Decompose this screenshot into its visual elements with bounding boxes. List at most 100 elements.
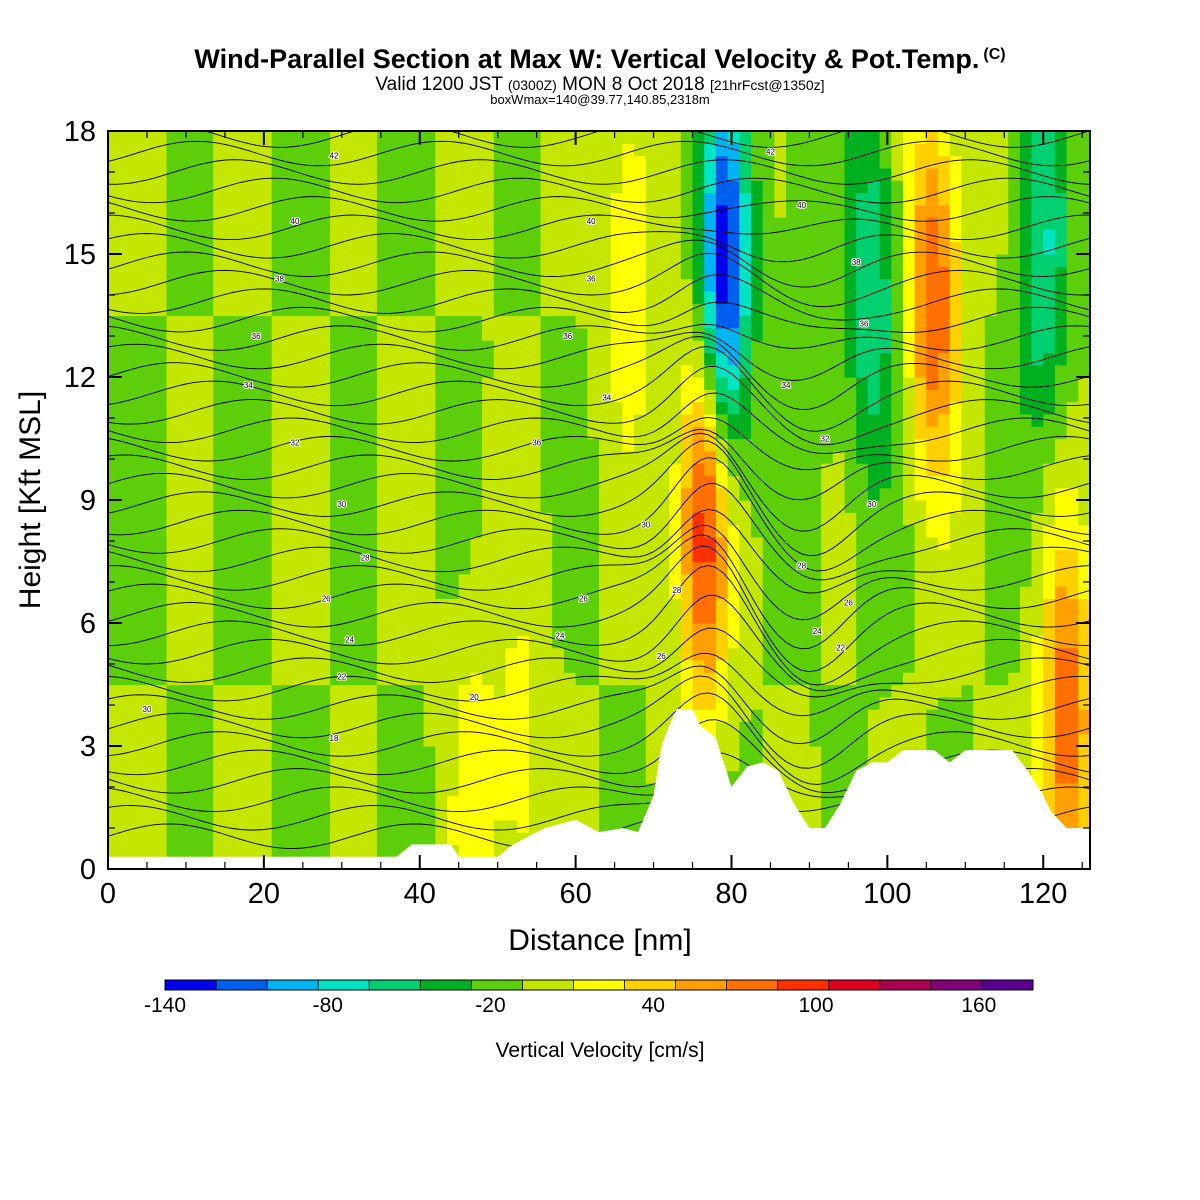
theta-contour-line [108,301,1090,333]
colorbar-tick-label: 160 [961,994,996,1017]
x-tick-label: 80 [715,878,747,910]
theta-contour-line [108,416,1090,471]
colorbar-swatch [318,980,370,990]
theta-contour-label: 24 [556,631,565,640]
colorbar-tick-label: -80 [313,994,343,1017]
y-tick-label: 0 [80,854,96,886]
theta-contour-line [108,565,1090,686]
theta-contour-line [108,140,1090,167]
theta-contour-line [108,239,1090,288]
chart-title: Wind-Parallel Section at Max W: Vertical… [0,44,1200,75]
y-tick-label: 15 [64,239,96,271]
theta-contour-line [108,525,1090,621]
y-tick-label: 6 [80,608,96,640]
theta-contour-line [108,652,1090,717]
colorbar-swatch [471,980,523,990]
theta-contour-line [108,483,1090,581]
colorbar-tick-label: 40 [642,994,665,1017]
y-tick-label: 18 [64,116,96,148]
theta-contour-line [108,323,1090,351]
theta-contour-line [108,392,1090,454]
terrain [108,709,1090,869]
theta-contour-label: 40 [291,217,300,226]
theta-contour-line [108,508,1090,594]
theta-contour-line [108,231,1090,263]
colorbar-label: Vertical Velocity [cm/s] [496,1039,705,1062]
colorbar-swatch [624,980,677,990]
forecast-info: [21hrFcst@1350z] [709,77,825,93]
theta-contour-label: 26 [844,599,853,608]
box-info: boxWmax=140@39.77,140.85,2318m [490,92,710,107]
theta-contour-label: 38 [275,275,284,284]
colorbar-swatch [165,980,217,990]
theta-contour-label: 42 [766,148,775,157]
theta-contour-label: 26 [322,594,331,603]
colorbar-swatch [267,980,319,990]
terrain-mask [108,709,1090,869]
theta-contour-label: 26 [579,594,588,603]
x-tick-label: 40 [404,878,436,910]
colorbar-swatch [726,980,779,990]
theta-contour-label: 24 [345,635,354,644]
x-tick-label: 100 [863,878,911,910]
theta-contour-label: 40 [797,201,806,210]
theta-contour-line [108,627,1090,698]
x-tick-label: 120 [1019,878,1067,910]
theta-contour-line [108,457,1090,572]
theta-contour-line [108,336,1090,411]
colorbar-swatch [777,980,830,990]
colorbar: -140 -80 -20 40 100 160 [144,979,1034,1017]
y-tick-label: 9 [80,485,96,517]
theta-contour-label: 28 [797,562,806,571]
theta-contour-label: 26 [657,652,666,661]
theta-contour-line [108,432,1090,532]
copyright-mark: (C) [983,46,1006,63]
theta-contour-line [108,331,1090,381]
colorbar-swatch [981,980,1034,990]
valid-prefix: Valid 1200 JST [375,74,503,95]
theta-contour-label: 22 [337,672,346,681]
x-tick-label: 20 [248,878,280,910]
theta-contour-label: 36 [860,320,869,329]
theta-contour-label: 18 [330,734,339,743]
valid-utc: (0300Z) [507,77,557,93]
theta-contour-label: 30 [641,521,650,530]
theta-contour-line [108,365,1090,446]
theta-contour-line [108,545,1090,673]
y-tick-label: 3 [80,731,96,763]
theta-contour-label: 36 [563,332,572,341]
theta-contour-line [108,177,1090,204]
valid-date: MON 8 Oct 2018 [562,74,705,95]
theta-contour-line [108,692,1090,785]
colorbar-tick-label: -20 [475,994,505,1017]
theta-contour-label: 22 [836,644,845,653]
theta-contour-line [108,214,1090,241]
theta-contour-label: 38 [852,258,861,267]
theta-contour-label: 20 [470,693,479,702]
colorbar-tick-label: 100 [798,994,833,1017]
theta-contours: 18 20 22 24 26 28 30 32 34 36 38 40 42 30 24 26 30 26 28 36… [108,131,1090,866]
theta-contour-label: 28 [672,586,681,595]
theta-contour-line [108,594,1090,692]
x-axis-label: Distance [nm] [508,924,691,957]
theta-contour-label: 30 [867,500,876,509]
theta-contour-label: 36 [252,332,261,341]
theta-contour-label: 40 [587,217,596,226]
theta-contour-line [108,159,1090,185]
theta-contour-label: 30 [143,705,152,714]
colorbar-swatch [675,980,728,990]
theta-contour-label: 32 [291,439,300,448]
theta-contour-line [108,534,1090,650]
theta-contour-line [108,665,1090,745]
colorbar-swatch [522,980,574,990]
theta-contour-line [108,274,1090,321]
theta-contour-label: 34 [244,381,253,390]
theta-contour-line [108,428,1090,501]
colorbar-swatch [573,980,626,990]
colorbar-swatch [930,980,983,990]
theta-contour-line [108,252,1090,308]
colorbar-swatch [879,980,932,990]
theta-contour-line [108,196,1090,222]
